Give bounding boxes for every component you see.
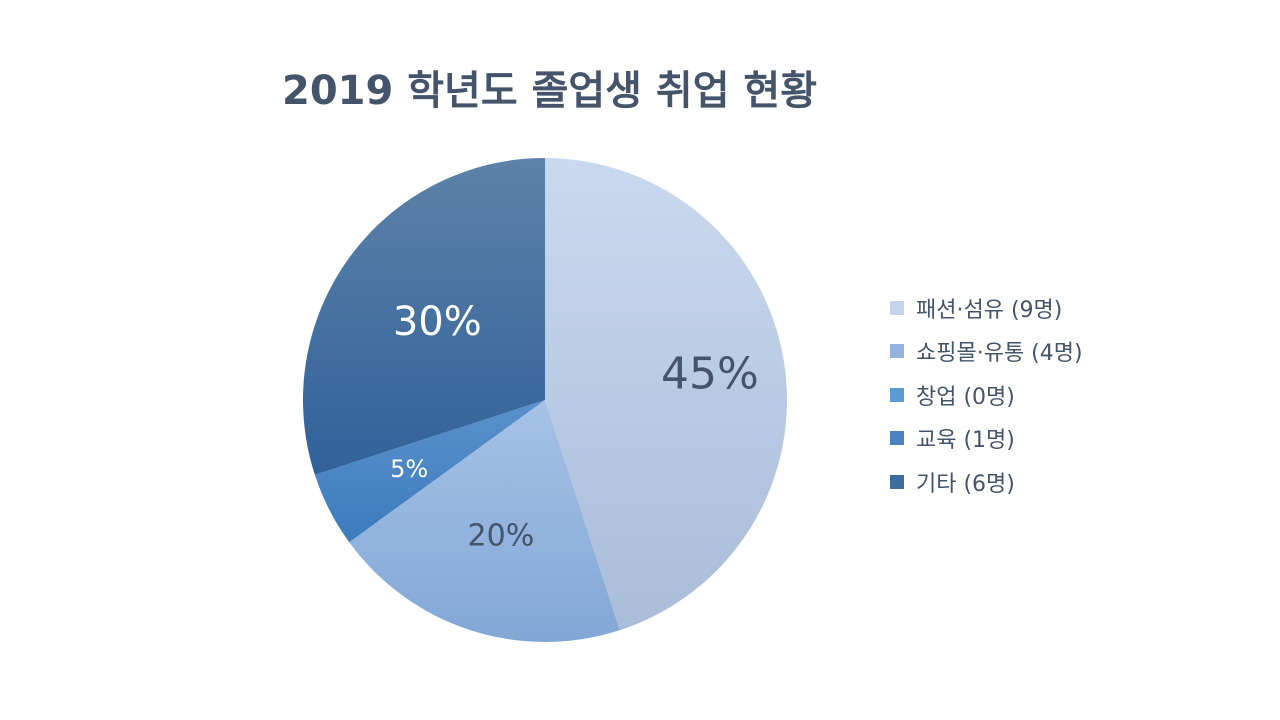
pie-slice — [302, 157, 545, 475]
legend-swatch — [890, 474, 904, 489]
pie-slice — [545, 158, 788, 631]
legend-swatch — [890, 431, 904, 446]
slice-percent-label: 5% — [390, 455, 428, 483]
pie-slice — [349, 400, 620, 643]
legend-item: 교육 (1명) — [890, 417, 1083, 461]
slice-percent-label: 20% — [468, 518, 535, 553]
slice-percent-label: 30% — [393, 299, 482, 345]
legend-label: 패션·섬유 (9명) — [916, 297, 1063, 323]
legend-item: 기타 (6명) — [890, 460, 1083, 504]
pie-slices — [302, 157, 788, 643]
pie-labels: 45% 20% 5% 30% — [390, 299, 759, 554]
legend-swatch — [890, 300, 904, 315]
legend-swatch — [890, 387, 904, 402]
legend-label: 교육 (1명) — [916, 428, 1015, 454]
legend-label: 기타 (6명) — [916, 471, 1015, 497]
legend-item: 쇼핑몰·유통 (4명) — [890, 330, 1083, 374]
chart-legend: 패션·섬유 (9명) 쇼핑몰·유통 (4명) 창업 (0명) 교육 (1명) 기타 (6… — [890, 286, 1083, 504]
legend-label: 쇼핑몰·유통 (4명) — [916, 341, 1083, 367]
slice-percent-label: 45% — [661, 348, 759, 399]
legend-swatch — [890, 344, 904, 359]
legend-item: 패션·섬유 (9명) — [890, 286, 1083, 330]
legend-item: 창업 (0명) — [890, 373, 1083, 417]
chart-title: 2019 학년도 졸업생 취업 현황 — [282, 68, 818, 114]
pie-slice — [314, 400, 545, 543]
legend-label: 창업 (0명) — [916, 384, 1015, 410]
